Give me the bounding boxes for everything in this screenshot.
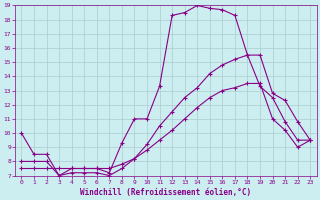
X-axis label: Windchill (Refroidissement éolien,°C): Windchill (Refroidissement éolien,°C) — [80, 188, 252, 197]
